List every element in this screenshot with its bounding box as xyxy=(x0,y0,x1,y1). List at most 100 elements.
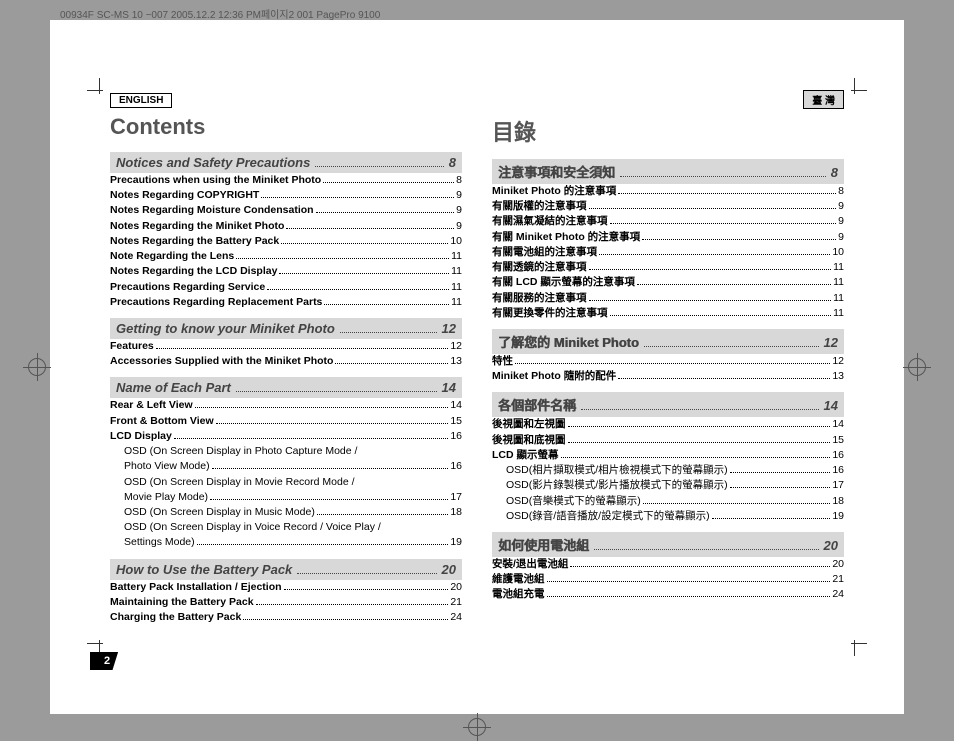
toc-label: 有關 LCD 顯示螢幕的注意事項 xyxy=(492,275,635,290)
toc-label: Features xyxy=(110,339,154,354)
toc-label: 有關更換零件的注意事項 xyxy=(492,306,608,321)
leader-dots xyxy=(568,442,831,443)
leader-dots xyxy=(581,409,819,410)
leader-dots xyxy=(284,589,449,590)
toc-label: 有關服務的注意事項 xyxy=(492,291,587,306)
toc-label: Precautions Regarding Service xyxy=(110,280,265,295)
toc-row: OSD(相片擷取模式/相片檢視模式下的螢幕顯示)16 xyxy=(492,463,844,478)
toc-label: 安裝/退出電池組 xyxy=(492,557,568,572)
toc-label: LCD Display xyxy=(110,429,172,444)
toc-row: Front & Bottom View15 xyxy=(110,414,462,429)
toc-row: Note Regarding the Lens11 xyxy=(110,249,462,264)
document-page: 00934F SC-MS 10 ~007 2005.12.2 12:36 PM페… xyxy=(50,20,904,714)
toc-label: LCD 顯示螢幕 xyxy=(492,448,559,463)
toc-label: 有關濕氣凝結的注意事項 xyxy=(492,214,608,229)
toc-label: OSD(影片錄製模式/影片播放模式下的螢幕顯示) xyxy=(492,478,728,493)
toc-row: Notes Regarding the LCD Display11 xyxy=(110,264,462,279)
section-title: 了解您的 Miniket Photo xyxy=(498,332,639,351)
section-page: 20 xyxy=(824,538,838,553)
leader-dots xyxy=(316,212,455,213)
leader-dots xyxy=(197,544,449,545)
section-title: 各個部件名稱 xyxy=(498,395,576,414)
registration-mark xyxy=(28,358,46,376)
toc-page: 11 xyxy=(833,275,844,290)
section-heading: 各個部件名稱14 xyxy=(492,392,844,417)
toc-row: 後視圖和左視圖14 xyxy=(492,417,844,432)
toc-label: Note Regarding the Lens xyxy=(110,249,234,264)
section-heading: Notices and Safety Precautions8 xyxy=(110,152,462,173)
toc-label: Accessories Supplied with the Miniket Ph… xyxy=(110,354,333,369)
leader-dots xyxy=(286,228,454,229)
toc-page: 14 xyxy=(832,417,844,432)
leader-dots xyxy=(620,176,826,177)
toc-row: Notes Regarding the Battery Pack10 xyxy=(110,234,462,249)
toc-label: 特性 xyxy=(492,354,513,369)
leader-dots xyxy=(210,499,448,500)
toc-page: 15 xyxy=(832,433,844,448)
leader-dots xyxy=(637,284,831,285)
toc-row: 有關 LCD 顯示螢幕的注意事項 11 xyxy=(492,275,844,290)
leader-dots xyxy=(712,518,831,519)
leader-dots xyxy=(236,258,449,259)
column-english: ENGLISHContentsNotices and Safety Precau… xyxy=(110,90,462,674)
section-heading: Name of Each Part14 xyxy=(110,377,462,398)
leader-dots xyxy=(340,332,437,333)
leader-dots xyxy=(589,208,837,209)
toc-label: OSD (On Screen Display in Voice Record /… xyxy=(110,520,381,535)
toc-page: 17 xyxy=(450,490,462,505)
toc-page: 20 xyxy=(450,580,462,595)
toc-row: 電池組充電24 xyxy=(492,587,844,602)
language-badge: 臺 灣 xyxy=(803,90,844,109)
toc-page: 13 xyxy=(450,354,462,369)
leader-dots xyxy=(317,514,449,515)
leader-dots xyxy=(618,193,836,194)
content-area: ENGLISHContentsNotices and Safety Precau… xyxy=(110,90,844,674)
toc-row: Notes Regarding the Miniket Photo9 xyxy=(110,219,462,234)
leader-dots xyxy=(730,472,831,473)
toc-row: OSD (On Screen Display in Voice Record /… xyxy=(110,520,462,535)
toc-page: 8 xyxy=(456,173,462,188)
leader-dots xyxy=(156,348,449,349)
registration-mark xyxy=(908,358,926,376)
toc-page: 11 xyxy=(833,306,844,321)
toc-page: 14 xyxy=(450,398,462,413)
toc-page: 11 xyxy=(451,280,462,295)
leader-dots xyxy=(599,254,830,255)
toc-page: 21 xyxy=(450,595,462,610)
section-heading: 如何使用電池組20 xyxy=(492,532,844,557)
leader-dots xyxy=(216,423,449,424)
toc-row: OSD(影片錄製模式/影片播放模式下的螢幕顯示)17 xyxy=(492,478,844,493)
toc-label: Notes Regarding Moisture Condensation xyxy=(110,203,314,218)
toc-row: LCD 顯示螢幕16 xyxy=(492,448,844,463)
toc-label: 有關版權的注意事項 xyxy=(492,199,587,214)
toc-page: 9 xyxy=(456,219,462,234)
leader-dots xyxy=(174,438,448,439)
toc-page: 9 xyxy=(838,230,844,245)
leader-dots xyxy=(297,573,436,574)
toc-row: 有關 Miniket Photo 的注意事項9 xyxy=(492,230,844,245)
section-page: 12 xyxy=(442,321,456,336)
toc-label: 有關透鏡的注意事項 xyxy=(492,260,587,275)
toc-row: Miniket Photo 的注意事項8 xyxy=(492,184,844,199)
column-chinese: 臺 灣目錄注意事項和安全須知8Miniket Photo 的注意事項8有關版權的… xyxy=(492,90,844,674)
toc-label: 維護電池組 xyxy=(492,572,545,587)
toc-row: Rear & Left View 14 xyxy=(110,398,462,413)
toc-row: Maintaining the Battery Pack21 xyxy=(110,595,462,610)
toc-label: Miniket Photo 隨附的配件 xyxy=(492,369,616,384)
toc-page: 16 xyxy=(832,463,844,478)
section-title: Notices and Safety Precautions xyxy=(116,155,310,170)
toc-label: Miniket Photo 的注意事項 xyxy=(492,184,616,199)
toc-row: Movie Play Mode)17 xyxy=(110,490,462,505)
toc-page: 24 xyxy=(832,587,844,602)
toc-label: Notes Regarding the Battery Pack xyxy=(110,234,279,249)
toc-row: Miniket Photo 隨附的配件13 xyxy=(492,369,844,384)
toc-label: Settings Mode) xyxy=(110,535,195,550)
leader-dots xyxy=(570,566,830,567)
toc-page: 19 xyxy=(450,535,462,550)
section-title: Getting to know your Miniket Photo xyxy=(116,321,335,336)
toc-page: 19 xyxy=(832,509,844,524)
toc-row: 有關透鏡的注意事項11 xyxy=(492,260,844,275)
toc-label: Rear & Left View xyxy=(110,398,193,413)
leader-dots xyxy=(243,619,448,620)
toc-page: 9 xyxy=(456,188,462,203)
